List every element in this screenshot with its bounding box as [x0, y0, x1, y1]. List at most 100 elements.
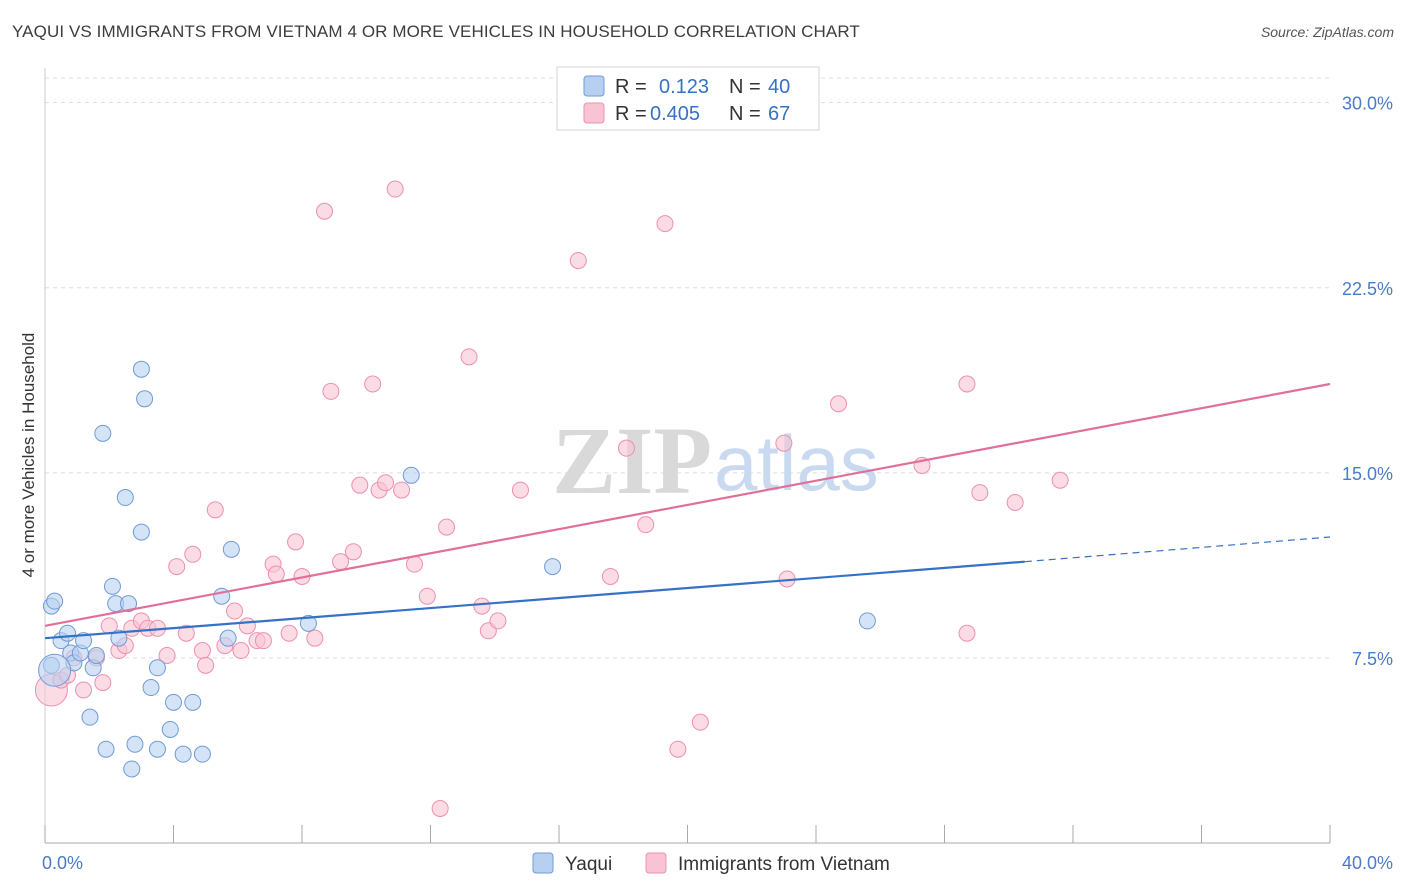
vietnam-point-20	[206, 501, 224, 519]
y-axis-title: 4 or more Vehicles in Household	[19, 333, 38, 578]
legend-r-label-1: R =	[615, 76, 647, 98]
vietnam-point-26	[254, 632, 272, 650]
y-tick-label-1: 15.0%	[1342, 464, 1393, 484]
yaqui-point-21	[132, 523, 150, 541]
vietnam-point-65	[958, 624, 976, 642]
legend-swatch-pink	[583, 102, 605, 124]
vietnam-point-16	[177, 624, 195, 642]
vietnam-point-50	[511, 481, 529, 499]
vietnam-point-61	[829, 395, 847, 413]
vietnam-point-18	[193, 642, 211, 660]
vietnam-point-34	[322, 382, 340, 400]
vietnam-point-51	[431, 799, 449, 817]
y-tick-label-3: 30.0%	[1342, 94, 1393, 114]
yaqui-point-22	[132, 360, 150, 378]
yaqui-point-18	[120, 595, 138, 613]
vietnam-point-28	[267, 565, 285, 583]
legend-n-label-2: N =	[729, 103, 761, 125]
yaqui-point-39	[38, 653, 72, 687]
bottom-legend: Yaqui Immigrants from Vietnam	[532, 852, 890, 875]
vietnam-point-43	[405, 555, 423, 573]
yaqui-point-25	[148, 659, 166, 677]
vietnam-point-23	[232, 642, 250, 660]
vietnam-point-24	[238, 617, 256, 635]
vietnam-point-42	[393, 481, 411, 499]
trend-lines	[44, 382, 1331, 640]
yaqui-point-4	[58, 624, 76, 642]
vietnam-point-67	[1051, 471, 1069, 489]
vietnam-point-36	[344, 543, 362, 561]
vietnam-point-15	[168, 558, 186, 576]
vietnam-point-47	[473, 597, 491, 615]
yaqui-point-17	[116, 489, 134, 507]
x-tick-labels: 0.0% 40.0%	[42, 853, 1393, 873]
vietnam-point-17	[184, 545, 202, 563]
yaqui-point-20	[126, 735, 144, 753]
bottom-legend-label-yaqui: Yaqui	[565, 854, 612, 875]
yaqui-point-37	[544, 558, 562, 576]
yaqui-point-8	[75, 632, 93, 650]
y-tick-label-2: 22.5%	[1342, 279, 1393, 299]
yaqui-point-12	[94, 424, 112, 442]
yaqui-point-24	[142, 679, 160, 697]
vietnam-point-32	[306, 629, 324, 647]
yaqui-trend-extension	[1024, 536, 1331, 563]
grid-lines	[45, 77, 1330, 659]
vietnam-point-37	[351, 476, 369, 494]
vietnam-point-40	[377, 474, 395, 492]
vietnam-point-53	[601, 567, 619, 585]
vietnam-trend-line	[44, 382, 1331, 627]
yaqui-point-23	[136, 390, 154, 408]
yaqui-point-38	[858, 612, 876, 630]
yaqui-point-13	[97, 740, 115, 758]
vietnam-point-66	[1006, 493, 1024, 511]
vietnam-point-64	[971, 484, 989, 502]
blue-points	[38, 360, 876, 778]
legend-box: R = 0.123 N = 40 R = 0.405 N = 67	[556, 66, 820, 131]
yaqui-point-14	[103, 577, 121, 595]
yaqui-point-30	[184, 693, 202, 711]
yaqui-point-11	[81, 708, 99, 726]
vietnam-point-46	[460, 348, 478, 366]
yaqui-point-33	[219, 629, 237, 647]
vietnam-point-14	[158, 646, 176, 664]
vietnam-point-63	[958, 375, 976, 393]
watermark: ZIP atlas	[552, 407, 879, 514]
yaqui-trend-line	[44, 560, 1025, 640]
vietnam-point-44	[418, 587, 436, 605]
yaqui-point-2	[46, 592, 64, 610]
chart-title: YAQUI VS IMMIGRANTS FROM VIETNAM 4 OR MO…	[12, 22, 860, 41]
legend-r-value-2: 0.405	[650, 103, 700, 125]
vietnam-point-29	[280, 624, 298, 642]
vietnam-point-6	[94, 674, 112, 692]
source-label: Source: ZipAtlas.com	[1260, 24, 1394, 40]
vietnam-point-45	[438, 518, 456, 536]
axes	[44, 68, 1331, 844]
legend-r-label-2: R =	[615, 103, 647, 125]
yaqui-point-35	[299, 614, 317, 632]
bottom-legend-swatch-yaqui	[532, 852, 554, 874]
vietnam-point-33	[315, 202, 333, 220]
vietnam-point-38	[364, 375, 382, 393]
vietnam-point-22	[226, 602, 244, 620]
yaqui-point-36	[402, 466, 420, 484]
vietnam-point-52	[569, 252, 587, 270]
vietnam-point-56	[656, 215, 674, 233]
x-tick-label-1: 40.0%	[1342, 853, 1393, 873]
vietnam-point-30	[287, 533, 305, 551]
yaqui-point-29	[174, 745, 192, 763]
vietnam-point-58	[691, 713, 709, 731]
vietnam-point-41	[386, 180, 404, 198]
yaqui-point-16	[110, 629, 128, 647]
vietnam-point-55	[637, 516, 655, 534]
vietnam-point-57	[669, 740, 687, 758]
watermark-zip: ZIP	[552, 407, 712, 514]
legend-swatch-blue	[583, 75, 605, 97]
x-tick-label-0: 0.0%	[42, 853, 83, 873]
vietnam-point-4	[75, 681, 93, 699]
legend-n-value-2: 67	[768, 103, 790, 125]
vietnam-point-49	[489, 612, 507, 630]
legend-n-label-1: N =	[729, 76, 761, 98]
legend-r-value-1: 0.123	[659, 76, 709, 98]
